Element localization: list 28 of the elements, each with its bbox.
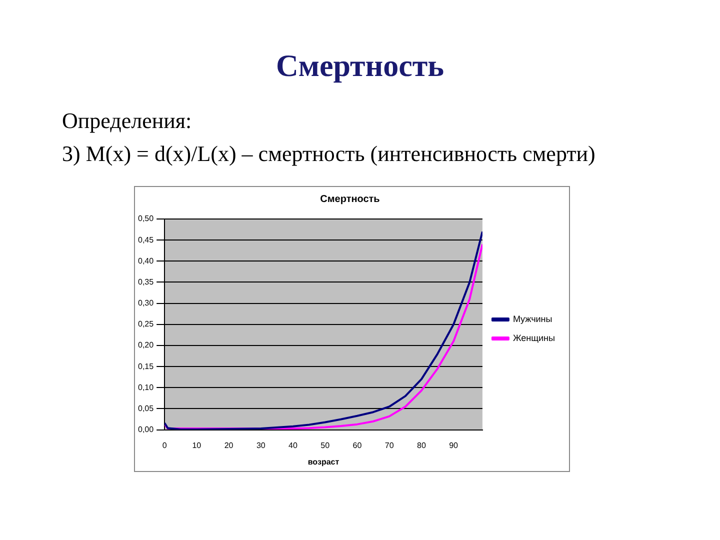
- x-tick-label: 20: [224, 440, 234, 450]
- y-tick-label: 0,50: [138, 214, 154, 224]
- x-tick-label: 80: [416, 440, 426, 450]
- y-tick-label: 0,25: [138, 320, 154, 329]
- y-tick-label: 0,30: [138, 298, 154, 308]
- x-tick-label: 60: [352, 440, 362, 450]
- x-tick-label: 70: [384, 440, 394, 450]
- text: Определения:: [62, 108, 192, 134]
- text: 3) M(x) = d(x)/L(x) – смертность (интенсивность смерти): [62, 141, 596, 167]
- legend-label: Женщины: [512, 332, 555, 343]
- y-tick-label: 0,40: [138, 256, 154, 266]
- x-tick-label: 0: [162, 440, 168, 450]
- y-tick-label: 0,45: [138, 235, 154, 244]
- y-tick-label: 0,35: [138, 277, 154, 286]
- x-tick-label: 40: [288, 440, 298, 450]
- x-tick-label: 50: [320, 440, 330, 450]
- legend-label: Мужчины: [512, 314, 552, 324]
- chart-title: Смертность: [320, 194, 380, 205]
- y-tick-label: 0,10: [138, 382, 154, 392]
- y-tick-label: 0,05: [138, 404, 154, 413]
- x-tick-label: 10: [192, 440, 202, 450]
- x-tick-label: 90: [449, 440, 459, 450]
- y-tick-label: 0,15: [138, 362, 154, 371]
- text: Смертность: [274, 48, 446, 84]
- y-tick-label: 0,20: [138, 340, 154, 350]
- x-tick-label: 30: [256, 440, 266, 450]
- y-tick-label: 0,00: [138, 425, 154, 434]
- x-axis-title: возраст: [308, 457, 340, 466]
